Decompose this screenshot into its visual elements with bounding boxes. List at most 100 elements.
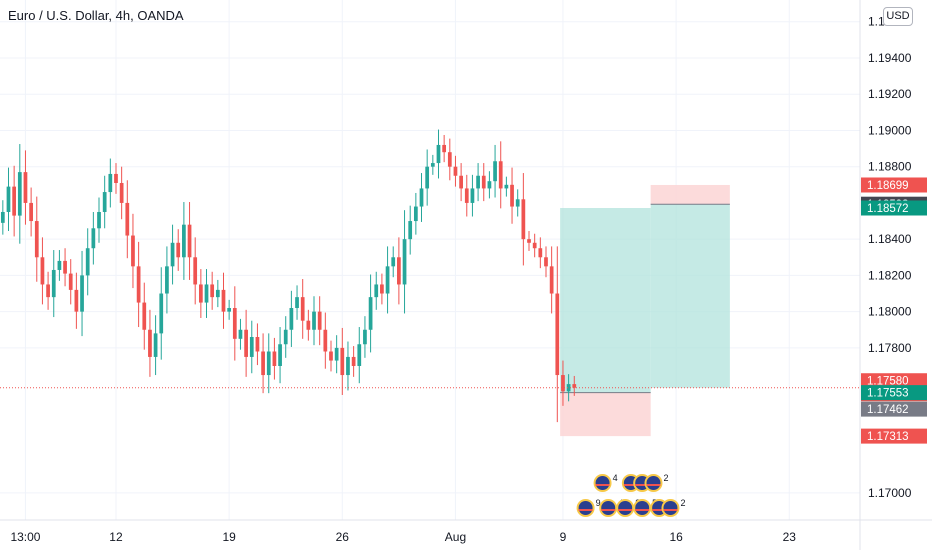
candle bbox=[504, 176, 509, 197]
event-marker[interactable]: 2 bbox=[661, 498, 685, 517]
candle-body bbox=[125, 202, 130, 236]
candle bbox=[481, 163, 486, 202]
candle bbox=[34, 196, 39, 282]
candle-body bbox=[193, 257, 198, 285]
candle bbox=[385, 246, 390, 314]
candle-body bbox=[153, 333, 158, 357]
candle bbox=[142, 282, 147, 350]
long-position-stop-zone[interactable] bbox=[560, 392, 651, 437]
flag-icon bbox=[663, 501, 678, 515]
price-tick-label: 1.19000 bbox=[868, 123, 912, 137]
candle bbox=[346, 341, 350, 391]
candle-body bbox=[255, 337, 260, 352]
event-count: 9 bbox=[596, 498, 601, 508]
price-badge-bg bbox=[861, 385, 927, 401]
candle bbox=[402, 210, 407, 314]
candle bbox=[323, 312, 328, 369]
candle bbox=[498, 141, 503, 209]
candle bbox=[527, 231, 531, 251]
short-position-stop-zone[interactable] bbox=[650, 184, 730, 205]
time-tick-label: 12 bbox=[109, 530, 123, 544]
position-tools[interactable] bbox=[560, 184, 730, 437]
short-position-target-zone[interactable] bbox=[650, 204, 730, 388]
event-marker[interactable]: 9 bbox=[576, 498, 601, 517]
candle bbox=[487, 171, 492, 199]
candle-body bbox=[430, 163, 435, 167]
candle-body bbox=[363, 329, 367, 345]
candle bbox=[561, 360, 565, 406]
flag-icon bbox=[601, 501, 616, 515]
candle bbox=[278, 327, 282, 384]
time-tick-label: 23 bbox=[783, 530, 797, 544]
candlestick-series bbox=[0, 129, 577, 423]
candle-body bbox=[221, 289, 226, 312]
candle-body bbox=[295, 297, 299, 309]
candle-body bbox=[357, 344, 362, 366]
event-marker[interactable]: 5 bbox=[633, 498, 657, 517]
candle bbox=[198, 269, 203, 318]
flag-icon bbox=[635, 501, 650, 515]
candle-body bbox=[114, 173, 118, 183]
candle-body bbox=[176, 242, 181, 258]
price-tick-label: 1.18800 bbox=[868, 160, 912, 174]
time-tick-label: 26 bbox=[336, 530, 350, 544]
candle bbox=[0, 200, 5, 235]
candle bbox=[368, 274, 373, 353]
candle-body bbox=[380, 284, 384, 294]
candle bbox=[419, 173, 424, 222]
flag-stripe bbox=[652, 509, 667, 511]
event-marker[interactable]: 2 bbox=[644, 473, 669, 492]
price-tick-label: 1.18400 bbox=[868, 232, 912, 246]
candle bbox=[295, 285, 299, 320]
flag-stripe bbox=[623, 484, 638, 486]
candle bbox=[68, 259, 73, 305]
candle bbox=[187, 202, 192, 280]
price-tick-label: 1.17800 bbox=[868, 341, 912, 355]
candle-body bbox=[85, 248, 90, 276]
candle bbox=[97, 197, 101, 243]
flag-icon bbox=[646, 476, 661, 490]
candle bbox=[114, 163, 118, 194]
candle-body bbox=[312, 311, 316, 330]
price-badge: 1.18699 bbox=[861, 177, 927, 193]
candle-body bbox=[97, 211, 101, 229]
candle-body bbox=[464, 188, 469, 203]
candle bbox=[232, 286, 237, 361]
time-tick-label: 16 bbox=[669, 530, 683, 544]
candle-body bbox=[391, 257, 396, 267]
flag-stripe bbox=[646, 484, 661, 486]
candle-body bbox=[148, 329, 152, 357]
candle-body bbox=[351, 356, 356, 366]
event-marker[interactable]: 4 bbox=[593, 473, 618, 492]
candle-body bbox=[165, 266, 169, 294]
candle-body bbox=[170, 242, 175, 267]
long-position-target-zone[interactable] bbox=[560, 208, 651, 393]
candle-body bbox=[374, 284, 379, 298]
candle-body bbox=[215, 289, 220, 298]
currency-button[interactable]: USD bbox=[883, 7, 913, 26]
candle-body bbox=[470, 188, 475, 203]
candle-body bbox=[329, 351, 333, 361]
candle-body bbox=[481, 175, 486, 189]
candle bbox=[549, 246, 554, 314]
candle-body bbox=[204, 284, 209, 303]
candle-body bbox=[425, 166, 430, 189]
candle-body bbox=[498, 161, 503, 189]
time-tick-label: 9 bbox=[560, 530, 567, 544]
candle-body bbox=[108, 173, 113, 193]
candle bbox=[447, 138, 452, 181]
candle-body bbox=[227, 308, 232, 312]
price-badge-bg bbox=[861, 177, 927, 193]
candle bbox=[255, 323, 260, 366]
candle-body bbox=[346, 356, 350, 376]
candle bbox=[46, 271, 50, 310]
price-axis-labels: 1.186991.185931.185721.1758002:01:241.17… bbox=[861, 177, 927, 444]
candle-body bbox=[527, 239, 531, 243]
candle bbox=[380, 273, 384, 305]
economic-events[interactable]: 4622948532 bbox=[576, 473, 686, 517]
price-badge: 1.17313 bbox=[861, 428, 927, 444]
candle-body bbox=[368, 297, 373, 330]
candle bbox=[340, 327, 345, 395]
candle bbox=[453, 155, 458, 187]
